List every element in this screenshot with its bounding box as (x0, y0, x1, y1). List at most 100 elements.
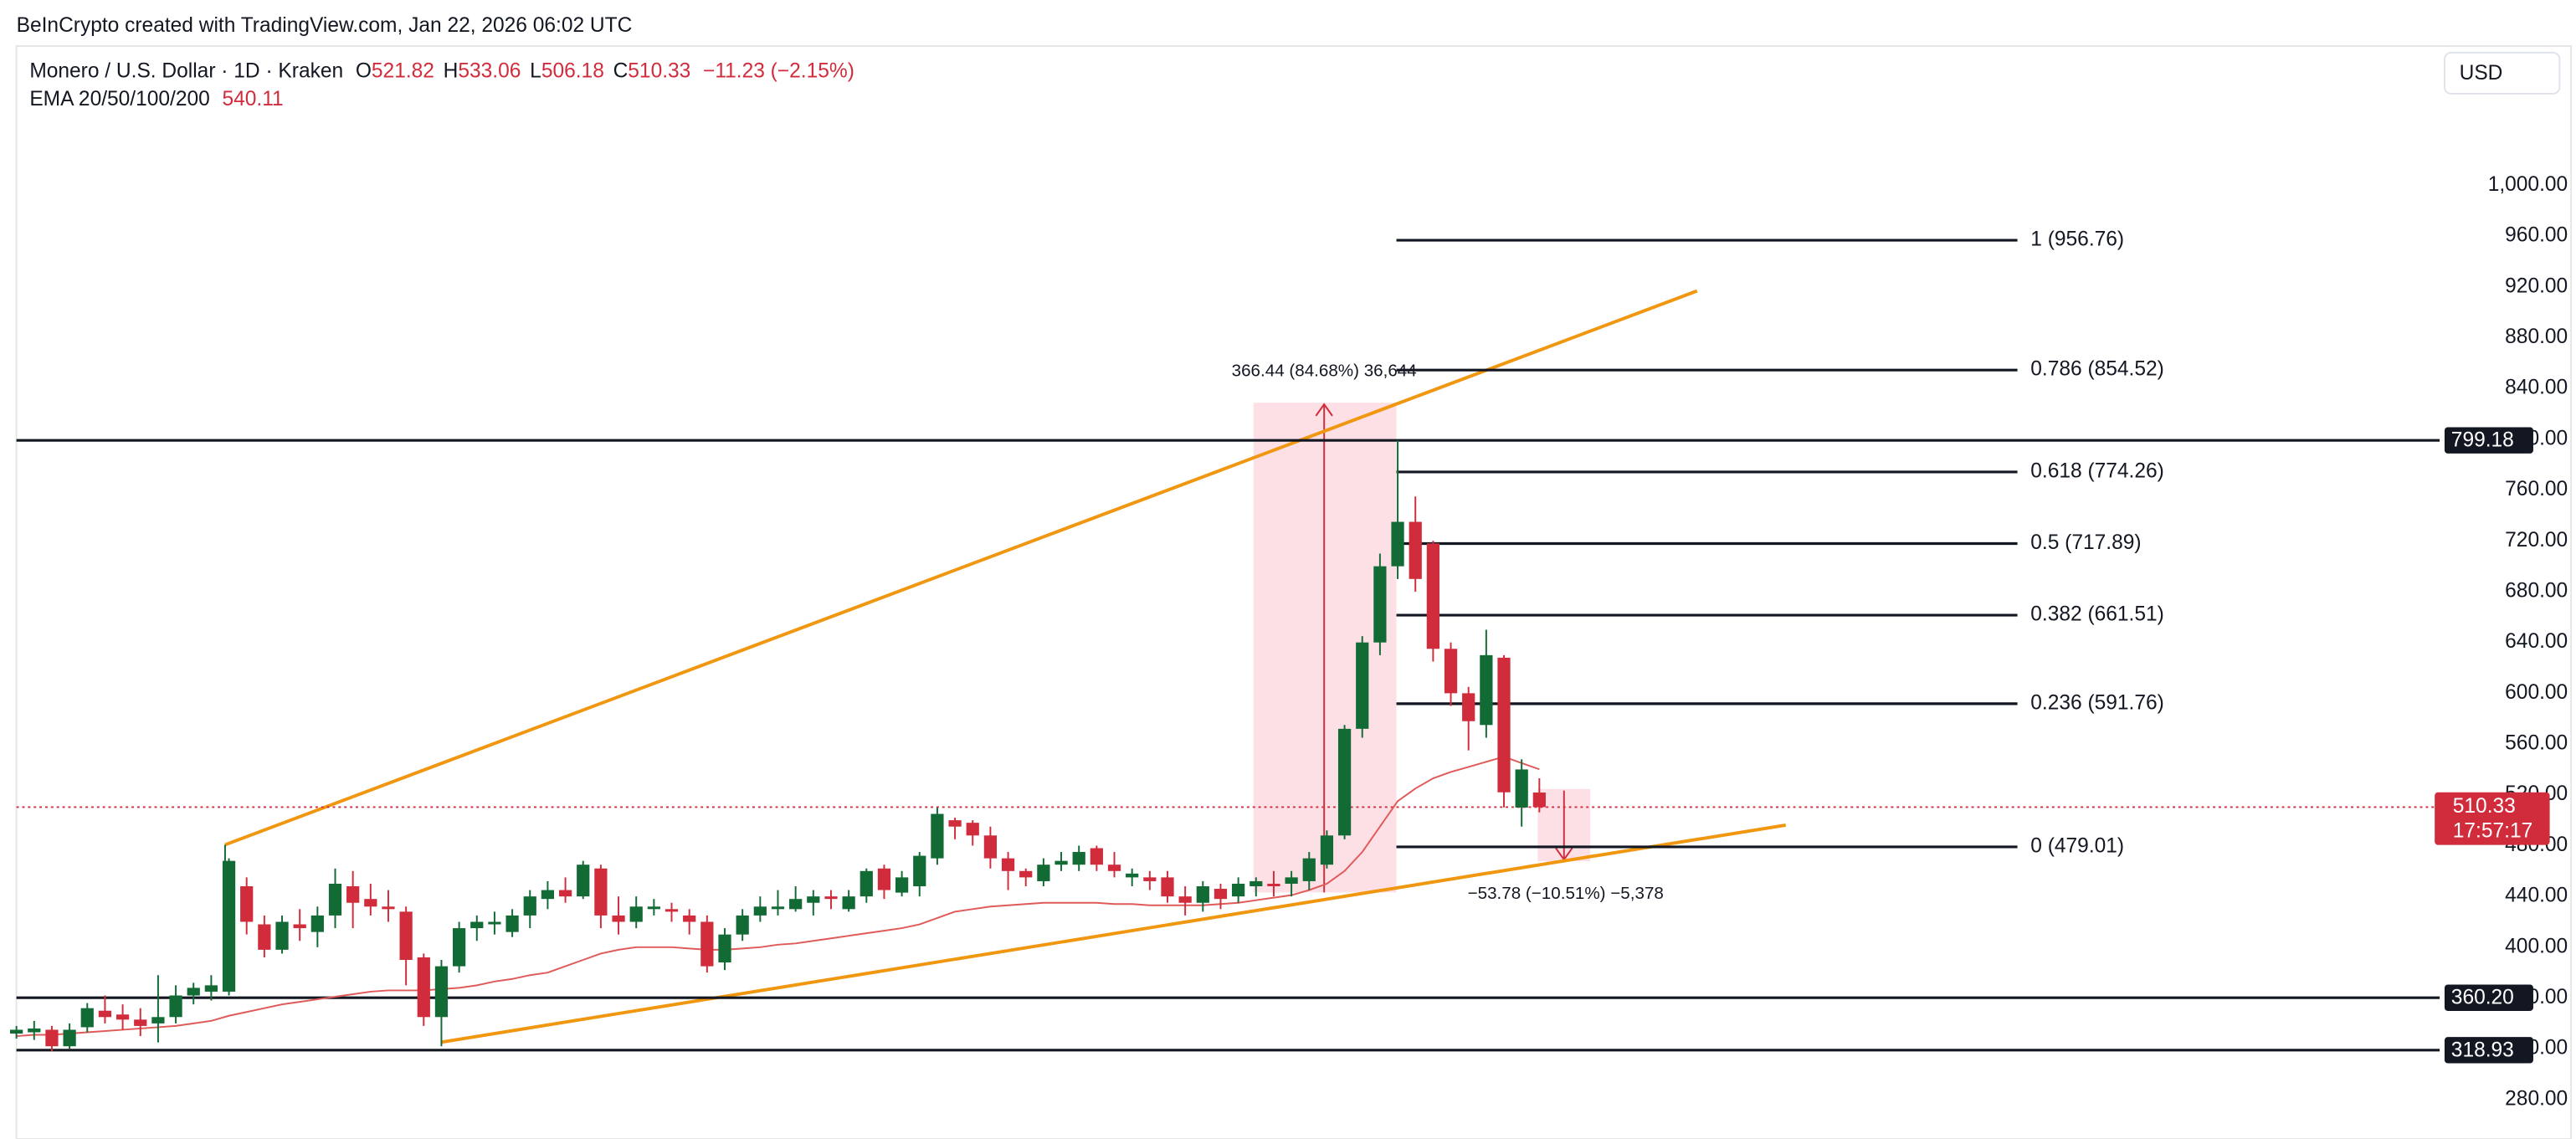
candle-body (983, 835, 998, 859)
level-tag-label: 360.20 (2451, 987, 2514, 1009)
candle-body (877, 868, 891, 890)
candle-body (860, 870, 873, 897)
level-tag-label: 799.18 (2451, 429, 2514, 452)
candle-body (1480, 654, 1493, 726)
candle-body (1090, 848, 1103, 865)
candle-body (204, 985, 218, 992)
fib-label: 0.786 (854.52) (2030, 358, 2164, 381)
candle-body (364, 899, 377, 907)
candle-body (771, 906, 785, 910)
candle-body (718, 934, 731, 963)
candle-body (647, 906, 660, 910)
price-tag-label: 510.33 (2453, 795, 2516, 818)
candle-body (736, 915, 749, 935)
fib-label: 0.382 (661.51) (2030, 603, 2164, 626)
y-tick-label: 960.00 (2505, 224, 2568, 247)
countdown: 17:57:17 (2453, 819, 2532, 842)
candle-body (612, 915, 625, 922)
candle-body (1178, 896, 1192, 903)
candle-body (1356, 642, 1369, 729)
candle-body (523, 896, 536, 916)
l-label: L (530, 60, 541, 83)
candle-body (1462, 693, 1475, 721)
plot: 1,000.00960.00920.00880.00840.00800.0076… (10, 173, 2568, 1110)
ema-value: 540.11 (222, 88, 283, 110)
candle-body (948, 820, 962, 827)
currency-box[interactable] (2443, 51, 2561, 95)
candle-body (1107, 865, 1121, 871)
candle-body (169, 995, 182, 1018)
candle-body (310, 915, 324, 932)
candle-body (399, 911, 413, 961)
candle-body (824, 896, 838, 900)
candle-body (240, 886, 254, 922)
y-tick-label: 440.00 (2505, 885, 2568, 907)
candle-body (505, 915, 519, 932)
candle-body (665, 909, 679, 912)
candle-body (1126, 873, 1139, 878)
candle-body (789, 899, 803, 910)
candle-body (966, 823, 979, 836)
candle-body (1444, 649, 1458, 694)
candle-body (629, 906, 643, 922)
fib-label: 0.618 (774.26) (2030, 459, 2164, 482)
y-tick-label: 760.00 (2505, 478, 2568, 500)
candle-body (452, 928, 466, 967)
y-tick-label: 280.00 (2505, 1087, 2568, 1110)
candle-body (594, 868, 608, 916)
o-label: O (356, 60, 372, 83)
y-tick-label: 600.00 (2505, 681, 2568, 704)
y-tick-label: 400.00 (2505, 935, 2568, 957)
level-tag (2444, 427, 2533, 454)
candle-body (753, 906, 767, 916)
ema-line (16, 756, 1540, 1038)
y-tick-label: 920.00 (2505, 274, 2568, 297)
trend-line (224, 289, 1698, 847)
candle-body (488, 921, 501, 925)
fib-label: 0.5 (717.89) (2030, 531, 2141, 554)
candle-body (1532, 792, 1546, 808)
candle-body (683, 915, 696, 922)
candle-body (700, 921, 714, 967)
y-tick-label: 680.00 (2505, 579, 2568, 602)
candle-body (45, 1029, 59, 1047)
candle-body (807, 896, 820, 903)
candle-body (417, 957, 430, 1018)
candle-body (1267, 883, 1280, 887)
symbol: Monero / U.S. Dollar · 1D · Kraken (29, 60, 343, 83)
high-value: 533.06 (458, 60, 521, 83)
candle-body (346, 886, 360, 903)
low-value: 506.18 (541, 60, 604, 83)
header: BeInCrypto created with TradingView.com,… (17, 14, 633, 37)
candle-body (842, 896, 855, 910)
candle-body (63, 1029, 76, 1047)
level-tag (2444, 1037, 2533, 1064)
candle-body (10, 1029, 23, 1034)
candle-body (1320, 835, 1334, 865)
candle-body (1214, 889, 1228, 900)
candle-body (1019, 870, 1033, 878)
y-tick-label: 840.00 (2505, 377, 2568, 399)
price-tag (2435, 792, 2550, 845)
legend-line: Monero / U.S. Dollar · 1D · Kraken O521.… (29, 60, 854, 83)
measure-label: 366.44 (84.68%) 36,644 (1232, 361, 1417, 380)
y-tick-label: 880.00 (2505, 326, 2568, 348)
candle-body (1161, 877, 1174, 897)
candle-body (1001, 858, 1015, 871)
y-tick-label: 720.00 (2505, 529, 2568, 552)
candle-body (931, 813, 944, 859)
candle-body (1373, 566, 1387, 643)
candle-body (1497, 657, 1511, 793)
candle-body (895, 877, 909, 893)
candle-body (558, 890, 572, 897)
candle-body (1037, 865, 1050, 881)
candle-body (115, 1014, 130, 1020)
change: −11.23 (−2.15%) (703, 60, 854, 83)
candle-body (1409, 521, 1422, 579)
currency[interactable]: USD (2460, 62, 2503, 85)
y-tick-label: 560.00 (2505, 732, 2568, 755)
candle-body (1055, 860, 1068, 865)
measure-label: −53.78 (−10.51%) −5,378 (1468, 884, 1664, 903)
close-value: 510.33 (628, 60, 690, 83)
